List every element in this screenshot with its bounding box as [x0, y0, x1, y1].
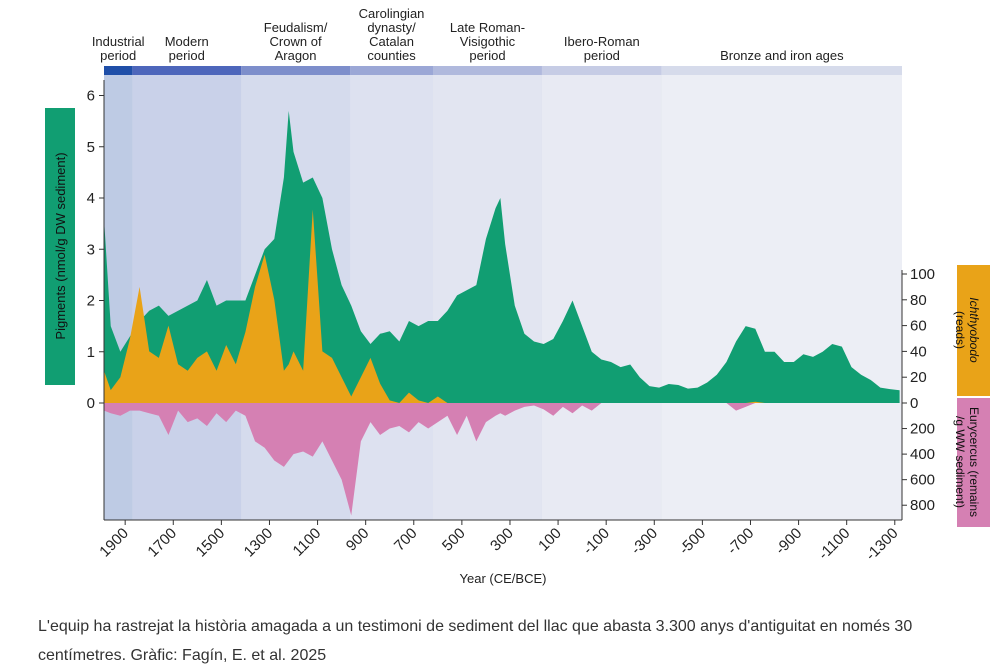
period-label: Crown of — [270, 34, 322, 49]
x-tick-label: 1300 — [241, 525, 277, 561]
y3-axis-label: Eurycercus (remains — [967, 407, 981, 517]
area — [104, 209, 900, 403]
caption: L'equip ha rastrejat la història amagada… — [38, 618, 913, 664]
period-label: Bronze and iron ages — [720, 48, 844, 63]
y2-tick-label: 60 — [910, 318, 927, 335]
x-tick-label: -100 — [580, 525, 613, 558]
period-label: period — [469, 48, 505, 63]
y2-axis-label: (reads) — [953, 311, 967, 349]
x-tick-label: 900 — [343, 525, 373, 555]
y3-tick-label: 400 — [910, 446, 935, 463]
period-band — [241, 66, 351, 75]
period-label: Industrial — [92, 34, 145, 49]
y2-tick-label: 0 — [910, 395, 918, 412]
period-shade — [661, 75, 902, 520]
period-label: counties — [367, 48, 416, 63]
y-tick-label: 1 — [87, 344, 95, 361]
x-tick-label: 1700 — [144, 525, 180, 561]
y-tick-label: 3 — [87, 241, 95, 258]
period-label: Modern — [165, 34, 209, 49]
y3-tick-label: 600 — [910, 472, 935, 489]
y3-tick-label: 200 — [910, 421, 935, 438]
y-label-box — [45, 108, 75, 385]
x-tick-label: -1100 — [815, 525, 853, 563]
period-label: Visigothic — [460, 34, 516, 49]
period-label: Aragon — [275, 48, 317, 63]
y3-tick-label: 800 — [910, 497, 935, 514]
chart: IndustrialperiodModernperiodFeudalism/Cr… — [45, 6, 990, 586]
period-band — [132, 66, 242, 75]
y-axis-label: Pigments (nmol/g DW sediment) — [53, 152, 68, 339]
period-shade — [350, 75, 434, 520]
period-shade — [541, 75, 662, 520]
period-label: Ibero-Roman — [564, 34, 640, 49]
y-tick-label: 6 — [87, 88, 95, 105]
period-band — [350, 66, 434, 75]
period-band — [104, 66, 133, 75]
y2-tick-label: 40 — [910, 343, 927, 360]
y-tick-label: 5 — [87, 139, 95, 156]
x-tick-label: -500 — [676, 525, 709, 558]
x-tick-label: 300 — [487, 525, 517, 555]
y2-tick-label: 100 — [910, 266, 935, 283]
x-tick-label: -700 — [724, 525, 757, 558]
x-tick-label: 1900 — [96, 525, 132, 561]
period-label: period — [584, 48, 620, 63]
y-tick-label: 0 — [87, 395, 95, 412]
area — [104, 110, 900, 403]
period-label: Carolingian — [359, 6, 425, 21]
period-label: Feudalism/ — [264, 20, 328, 35]
period-band — [541, 66, 662, 75]
period-label: Catalan — [369, 34, 414, 49]
area — [104, 403, 900, 516]
y2-tick-label: 20 — [910, 369, 927, 386]
y-tick-label: 2 — [87, 293, 95, 310]
x-tick-label: 700 — [391, 525, 421, 555]
period-band — [433, 66, 542, 75]
period-band — [661, 66, 902, 75]
x-tick-label: 1100 — [290, 525, 325, 560]
x-tick-label: -1300 — [862, 525, 901, 564]
x-tick-label: -900 — [772, 525, 805, 558]
x-tick-label: 100 — [535, 525, 565, 555]
period-shade — [132, 75, 242, 520]
period-label: dynasty/ — [367, 20, 416, 35]
x-tick-label: 1500 — [193, 525, 229, 561]
y2-tick-label: 80 — [910, 292, 927, 309]
y3-axis-label: /g WW sediment) — [953, 416, 967, 508]
x-tick-label: -300 — [628, 525, 661, 558]
x-tick-label: 500 — [439, 525, 469, 555]
y2-label-box — [957, 265, 990, 396]
period-label: Late Roman- — [450, 20, 525, 35]
y-tick-label: 4 — [87, 190, 95, 207]
x-axis-label: Year (CE/BCE) — [460, 571, 547, 586]
period-label: period — [169, 48, 205, 63]
y3-label-box — [957, 398, 990, 527]
y2-axis-label: Ichthyobodo — [967, 297, 981, 363]
period-label: period — [100, 48, 136, 63]
